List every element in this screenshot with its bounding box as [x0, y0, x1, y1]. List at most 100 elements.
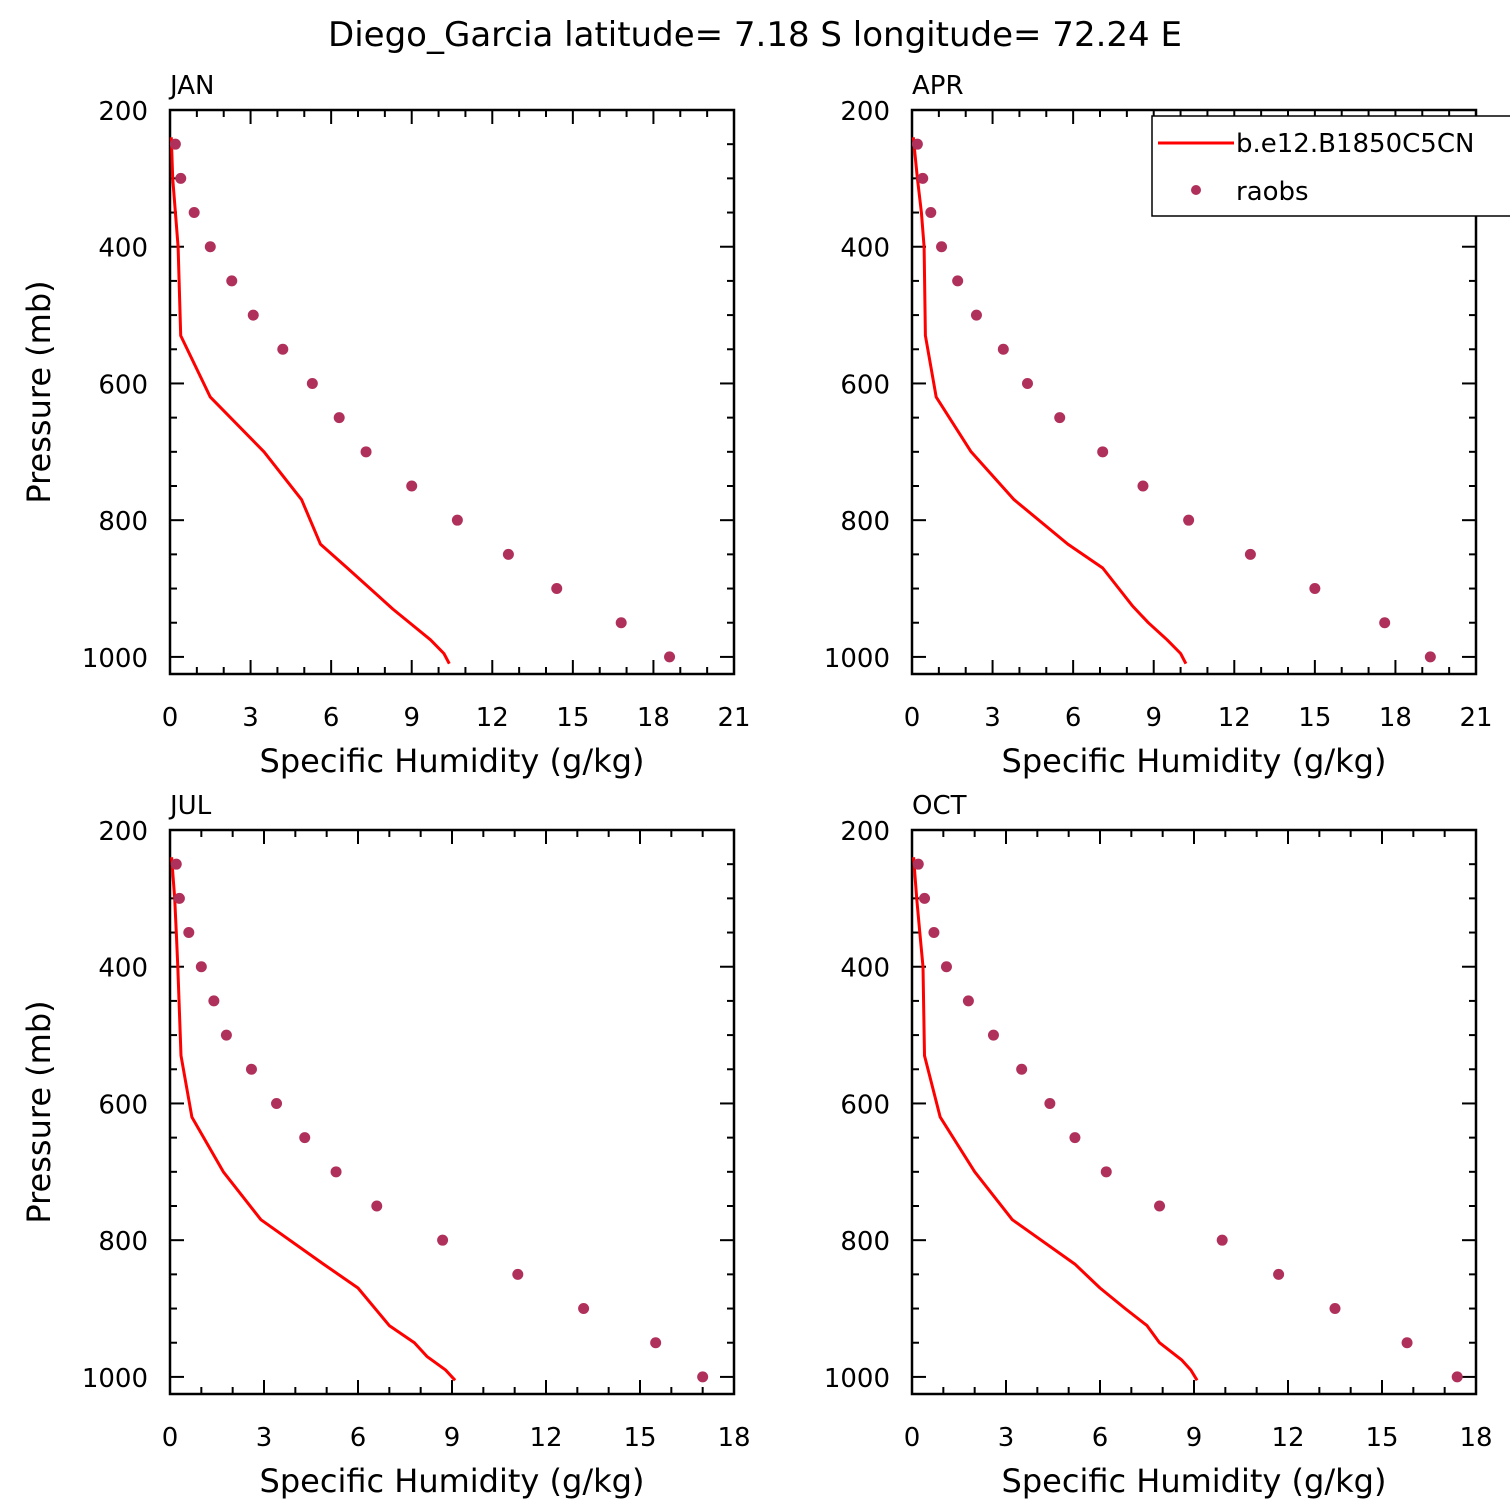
raobs-point	[940, 961, 952, 973]
raobs-point	[1183, 514, 1195, 526]
raobs-point	[173, 892, 185, 904]
x-tick-label: 12	[529, 1423, 562, 1453]
raobs-point	[1309, 583, 1321, 595]
raobs-point	[1379, 617, 1391, 629]
y-tick-label: 800	[840, 507, 890, 537]
raobs-point	[204, 241, 216, 253]
raobs-point	[1244, 548, 1256, 560]
raobs-point	[188, 207, 200, 219]
raobs-point	[277, 343, 289, 355]
panel-title: APR	[912, 71, 964, 101]
raobs-point	[271, 1097, 283, 1109]
x-tick-label: 9	[403, 703, 420, 733]
raobs-point	[226, 275, 238, 287]
x-tick-label: 3	[984, 703, 1001, 733]
raobs-point	[330, 1166, 342, 1178]
x-tick-label: 3	[256, 1423, 273, 1453]
model-profile-line	[170, 857, 457, 1382]
y-tick-label: 800	[98, 507, 148, 537]
raobs-point	[406, 480, 418, 492]
raobs-point	[1069, 1132, 1081, 1144]
raobs-point	[997, 343, 1009, 355]
plot-frame	[910, 828, 1478, 1396]
x-tick-label: 6	[1065, 703, 1082, 733]
raobs-point	[1054, 412, 1066, 424]
panel-apr: APR 0 3 6 9 12 15 18 21 200 400 600 800 1000 Specific …	[824, 71, 1493, 780]
x-tick-label: 0	[162, 703, 179, 733]
x-tick-label: 9	[1145, 703, 1162, 733]
x-tick-label: 18	[637, 703, 670, 733]
y-tick-label: 200	[840, 97, 890, 127]
raobs-point	[170, 858, 182, 870]
raobs-point	[664, 651, 676, 663]
raobs-point	[917, 172, 929, 184]
x-tick-label: 6	[323, 703, 340, 733]
raobs-point	[1401, 1337, 1413, 1349]
y-tick-label: 1000	[824, 1364, 890, 1394]
raobs-point	[1154, 1200, 1166, 1212]
raobs-point	[1021, 377, 1033, 389]
x-tick-label: 18	[717, 1423, 750, 1453]
x-tick-label: 18	[1379, 703, 1412, 733]
raobs-point	[1329, 1303, 1341, 1315]
legend: b.e12.B1850C5CN raobs	[1151, 115, 1510, 217]
x-tick-label: 15	[623, 1423, 656, 1453]
x-tick-label: 21	[717, 703, 750, 733]
raobs-point	[502, 548, 514, 560]
raobs-point	[551, 583, 563, 595]
plot-frame	[168, 108, 736, 676]
x-axis-label: Specific Humidity (g/kg)	[260, 742, 645, 780]
raobs-point	[1216, 1234, 1228, 1246]
x-tick-label: 12	[476, 703, 509, 733]
raobs-point	[195, 961, 207, 973]
x-tick-label: 15	[1365, 1423, 1398, 1453]
raobs-point	[1451, 1371, 1463, 1383]
raobs-point	[1100, 1166, 1112, 1178]
x-tick-label: 12	[1218, 703, 1251, 733]
x-tick-label: 9	[1186, 1423, 1203, 1453]
x-tick-label: 3	[998, 1423, 1015, 1453]
raobs-point	[1137, 480, 1149, 492]
y-tick-label: 1000	[82, 1364, 148, 1394]
panel-jan: JAN 0 3 6 9 12 15 18 21 200 400 600 800 1000 Specific …	[20, 71, 751, 780]
raobs-point	[962, 995, 974, 1007]
x-tick-label: 15	[1298, 703, 1331, 733]
raobs-point	[175, 172, 187, 184]
raobs-point	[306, 377, 318, 389]
y-tick-label: 200	[98, 817, 148, 847]
panel-title: JUL	[168, 791, 212, 821]
legend-obs-marker	[1191, 185, 1201, 195]
panel-title: OCT	[912, 791, 967, 821]
raobs-point	[371, 1200, 383, 1212]
raobs-point	[578, 1303, 590, 1315]
panel-title: JAN	[168, 71, 214, 101]
x-axis-label: Specific Humidity (g/kg)	[1002, 742, 1387, 780]
raobs-point	[183, 927, 195, 939]
raobs-point	[1044, 1097, 1056, 1109]
raobs-point	[911, 138, 923, 150]
panel-jul: JUL 0 3 6 9 12 15 18 200 400 600 800 1000 Specific Hu…	[20, 791, 751, 1500]
raobs-point	[220, 1029, 232, 1041]
panel-oct: OCT 0 3 6 9 12 15 18 200 400 600 800 1000 Specific Hu…	[824, 791, 1493, 1500]
plot-frame	[910, 108, 1478, 676]
raobs-point	[697, 1371, 709, 1383]
raobs-point	[912, 858, 924, 870]
x-axis-label: Specific Humidity (g/kg)	[1002, 1462, 1387, 1500]
x-tick-label: 9	[444, 1423, 461, 1453]
raobs-point	[928, 927, 940, 939]
x-tick-label: 18	[1459, 1423, 1492, 1453]
raobs-point	[299, 1132, 311, 1144]
raobs-point	[1424, 651, 1436, 663]
y-tick-label: 800	[840, 1227, 890, 1257]
raobs-point	[1097, 446, 1109, 458]
y-tick-label: 800	[98, 1227, 148, 1257]
raobs-point	[1016, 1063, 1028, 1075]
raobs-point	[925, 207, 937, 219]
raobs-point	[245, 1063, 257, 1075]
plot-frame	[168, 828, 736, 1396]
y-tick-label: 600	[840, 370, 890, 400]
raobs-point	[360, 446, 372, 458]
x-tick-label: 21	[1459, 703, 1492, 733]
